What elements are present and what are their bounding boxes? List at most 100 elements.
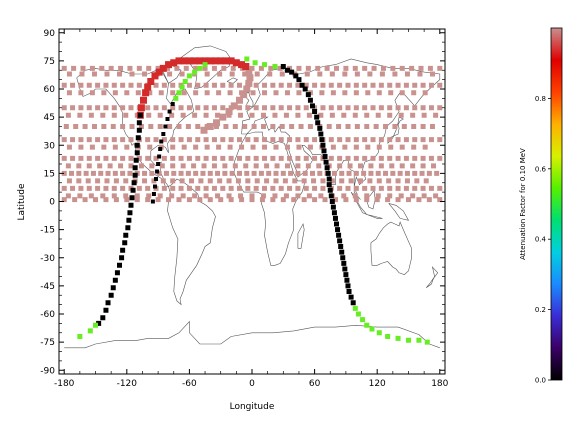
grid-point <box>186 197 192 203</box>
grid-point <box>368 163 374 169</box>
grid-point <box>170 137 176 143</box>
grid-point <box>188 178 194 184</box>
grid-point <box>317 71 323 77</box>
track-black-left-point <box>136 127 142 133</box>
track-black-right-point <box>317 125 323 131</box>
grid-point <box>303 185 309 191</box>
grid-point <box>336 124 342 129</box>
grid-point <box>279 124 285 129</box>
grid-point <box>250 90 256 96</box>
grid-point <box>176 197 182 203</box>
grid-point <box>399 90 405 96</box>
track-black-mid-point <box>150 199 155 204</box>
grid-point <box>387 82 393 88</box>
y-tick-label: 30 <box>44 141 56 151</box>
track-black-left-point <box>105 300 111 306</box>
colorbar-title: Attenuation Factor for 0.10 MeV <box>519 148 527 260</box>
grid-point <box>429 71 435 77</box>
x-tick-label: 60 <box>309 379 321 389</box>
grid-point <box>128 82 134 88</box>
track-black-mid-point <box>152 184 157 189</box>
grid-point <box>262 155 268 161</box>
track-green-point <box>244 56 250 62</box>
grid-point <box>207 170 213 176</box>
track-black-left-point <box>112 277 118 283</box>
y-tick-label: -75 <box>40 338 55 348</box>
grid-point <box>78 137 84 143</box>
track-black-right-point <box>314 114 320 120</box>
grid-point <box>291 197 297 203</box>
grid-point <box>287 185 293 191</box>
grid-point <box>134 193 140 199</box>
grid-point <box>120 185 126 191</box>
grid-point <box>65 112 71 118</box>
grid-point <box>226 112 232 118</box>
grid-point <box>103 185 109 191</box>
grid-point <box>420 137 426 143</box>
grid-point <box>375 170 381 176</box>
grid-point <box>387 155 393 161</box>
grid-point <box>178 185 184 191</box>
grid-point <box>364 112 370 118</box>
grid-point <box>123 193 129 199</box>
grid-point <box>343 65 349 71</box>
grid-point <box>123 112 129 118</box>
grid-point <box>346 170 352 176</box>
track-red-point <box>242 63 250 70</box>
grid-point <box>170 144 176 150</box>
grid-point <box>191 163 197 169</box>
grid-point <box>387 112 393 118</box>
grid-point <box>437 155 443 161</box>
grid-point <box>370 185 376 191</box>
grid-point <box>383 124 389 129</box>
grid-point <box>227 144 233 150</box>
grid-point <box>197 197 203 203</box>
grid-point <box>399 144 405 150</box>
grid-point <box>232 124 238 129</box>
grid-point <box>345 185 351 191</box>
grid-point <box>124 197 130 203</box>
grid-point <box>427 65 433 71</box>
coastline-australia <box>370 221 412 275</box>
track-black-left-point <box>133 157 139 163</box>
track-green-point <box>202 62 208 68</box>
grid-point <box>228 197 234 203</box>
grid-point <box>429 124 435 129</box>
grid-point <box>186 185 192 191</box>
track-red-point <box>211 57 219 65</box>
grid-point <box>217 178 223 184</box>
track-red-point <box>201 57 209 65</box>
grid-point <box>387 185 393 191</box>
y-tick-label: -30 <box>40 254 55 264</box>
grid-point <box>379 71 385 77</box>
track-green-point <box>87 328 93 334</box>
grid-point <box>78 82 84 88</box>
track-black-right-point <box>280 64 286 69</box>
grid-point <box>180 112 186 118</box>
grid-point <box>353 105 359 111</box>
grid-point <box>312 185 318 191</box>
grid-point <box>376 144 382 150</box>
grid-point <box>166 197 172 203</box>
grid-point <box>186 82 192 88</box>
grid-point <box>307 124 313 129</box>
grid-point <box>167 124 173 129</box>
grid-point <box>61 197 67 203</box>
track-black-left-point <box>132 165 138 171</box>
grid-point <box>353 144 359 150</box>
grid-point <box>278 155 284 161</box>
x-tick-label: 0 <box>249 379 255 389</box>
grid-point <box>112 144 118 150</box>
grid-point <box>103 82 109 88</box>
grid-point <box>428 105 434 111</box>
grid-point <box>315 65 321 71</box>
grid-point <box>220 105 226 111</box>
grid-point <box>138 163 144 169</box>
grid-point <box>342 71 348 77</box>
grid-point <box>145 155 151 161</box>
grid-point <box>284 144 290 150</box>
grid-point <box>142 178 148 184</box>
grid-point <box>330 144 336 150</box>
grid-point <box>420 82 426 88</box>
grid-point <box>134 197 140 203</box>
